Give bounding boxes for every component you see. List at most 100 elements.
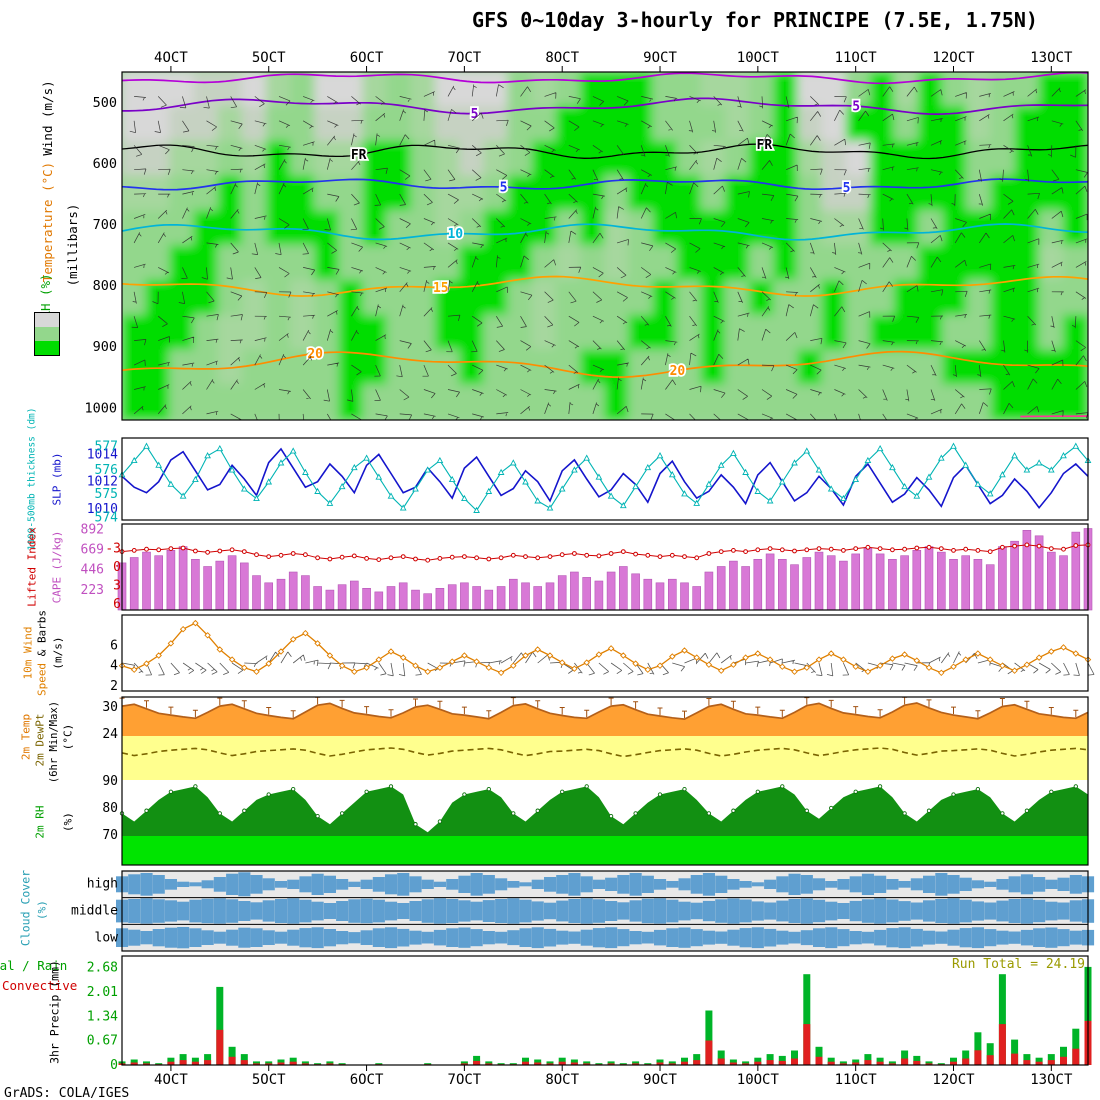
contour-FR (122, 143, 1088, 160)
rh-legend-mid (35, 327, 59, 341)
rh-markers (119, 784, 1078, 827)
contour-label: 5 (471, 107, 479, 122)
grads-credit: GrADS: COLA/IGES (4, 1086, 130, 1100)
contour-label: 20 (670, 364, 686, 379)
lifted-index-markers (119, 542, 1091, 563)
panel-border (121, 437, 1089, 521)
axis-label-wind: Wind (m/s) (39, 80, 55, 156)
wind10-tick: 2 (110, 679, 118, 694)
wind10-markers (118, 619, 1092, 677)
thickness-tick: 576 (95, 463, 118, 478)
panel-border (121, 614, 1089, 692)
run-total: Run Total = 24.19 (951, 957, 1085, 972)
wind-barb-row (132, 279, 1087, 305)
pressure-tick: 900 (93, 339, 117, 355)
cape-tick: 223 (81, 583, 104, 598)
axis-label-minmax: (6hr Min/Max) (47, 700, 60, 784)
wind-barb-row (134, 255, 1087, 280)
cape-tick: 669 (81, 542, 104, 557)
x-tick-label-bottom: 11OCT (835, 1072, 878, 1088)
wind-barb-row (133, 206, 1088, 231)
panel-border (121, 696, 1089, 866)
slp-tick: 1010 (87, 502, 118, 517)
pressure-tick: 600 (93, 156, 117, 172)
axis-label-2m-dewpt: 2m DewPt (33, 713, 47, 767)
precip-convective-bars (118, 1020, 1092, 1065)
contour-10 (122, 223, 1088, 241)
li-tick: 6 (113, 597, 121, 612)
rh-tick: 70 (102, 828, 118, 843)
wind10-tick: 6 (110, 638, 118, 653)
temp-tick: 24 (102, 727, 118, 742)
wind-barb-row (133, 352, 1087, 378)
contour-label: 5 (500, 181, 508, 196)
cloud-row-high-bars (116, 872, 1095, 897)
rh-shading-legend (34, 312, 60, 356)
wind-barb-row (131, 304, 1077, 329)
pressure-tick: 1000 (84, 400, 117, 416)
upper-air-panel: 5 5 FR FR 5 5 10 15 20 20 (122, 72, 1088, 420)
axis-label-cloud-pct: (%) (35, 900, 49, 920)
cloud-row-middle: middle (71, 903, 118, 919)
cloud-row-middle-bars (116, 898, 1095, 924)
x-tick-label-top: 11OCT (835, 50, 878, 66)
wind-barb-row (134, 328, 1086, 353)
axis-label-temperature: Temperature (°C) (39, 161, 55, 283)
x-tick-label-top: 9OCT (643, 50, 677, 66)
cloud-row-low-bars (116, 927, 1095, 949)
contour-line (122, 72, 1088, 85)
x-tick-label-bottom: 5OCT (252, 1072, 286, 1088)
axis-label-cape: CAPE (J/kg) (50, 530, 64, 604)
wind-barb-row (134, 377, 1088, 402)
axis-label-millibars: (millibars) (64, 203, 80, 287)
precip-tick: 0.67 (87, 1034, 118, 1049)
pressure-tick: 500 (93, 95, 117, 111)
wind-barb-row (133, 133, 1077, 158)
x-tick-label-bottom: 13OCT (1030, 1072, 1073, 1088)
contour-label: 15 (433, 281, 449, 296)
axis-label-2m-temp: 2m Temp (19, 713, 33, 761)
rh-base-band (122, 836, 1088, 865)
temp-area (122, 703, 1088, 736)
panel-border (121, 523, 1089, 611)
rh-tick: 80 (102, 801, 118, 816)
dewpt-band (122, 736, 1088, 780)
axis-label-cloud-cover: Cloud Cover (18, 869, 33, 947)
contour-label: 20 (307, 347, 323, 362)
axis-label-10m-wind: 10m Wind (21, 626, 35, 680)
contour-label: 10 (447, 227, 463, 242)
axis-label-ms: (m/s) (51, 636, 65, 670)
x-tick-label-top: 13OCT (1030, 50, 1073, 66)
wind-barb-row (134, 157, 1088, 182)
x-tick-label-top: 6OCT (350, 50, 384, 66)
x-tick-label-bottom: 8OCT (545, 1072, 579, 1088)
contour-5 (122, 178, 1088, 191)
contour-5 (122, 97, 1088, 115)
axis-label-speed-barbs: Speed & Barbs (35, 609, 49, 697)
panel-border (121, 955, 1089, 1066)
thickness-markers (118, 442, 1092, 513)
x-tick-label-top: 5OCT (252, 50, 286, 66)
axis-label-speed: Speed (35, 662, 49, 697)
precip-total-bars (118, 966, 1092, 1065)
x-tick-label-bottom: 12OCT (932, 1072, 975, 1088)
axis-label-degc: (°C) (61, 723, 75, 751)
axis-label-rh-pct: (%) (61, 812, 75, 832)
x-tick-label-top: 12OCT (932, 50, 975, 66)
slp-tick: 1014 (87, 447, 118, 462)
pressure-tick: 800 (93, 278, 117, 294)
temp-tick: 30 (102, 700, 118, 715)
axis-label-lifted-index: Lifted Index (25, 527, 39, 607)
cape-tick: 446 (81, 563, 104, 578)
cape-tick: 892 (81, 522, 104, 537)
cloud-row-low: low (94, 930, 118, 946)
rh-tick: 90 (102, 774, 118, 789)
contour-20 (122, 350, 1088, 378)
li-tick: -3 (105, 542, 121, 557)
axis-label-3hr-precip: 3hr Precip (mm) (47, 960, 62, 1064)
cloud-row-high: high (86, 876, 118, 892)
contour-label: 5 (843, 181, 851, 196)
axis-label-barbs: & Barbs (35, 609, 49, 663)
x-tick-label-top: 10OCT (737, 50, 780, 66)
